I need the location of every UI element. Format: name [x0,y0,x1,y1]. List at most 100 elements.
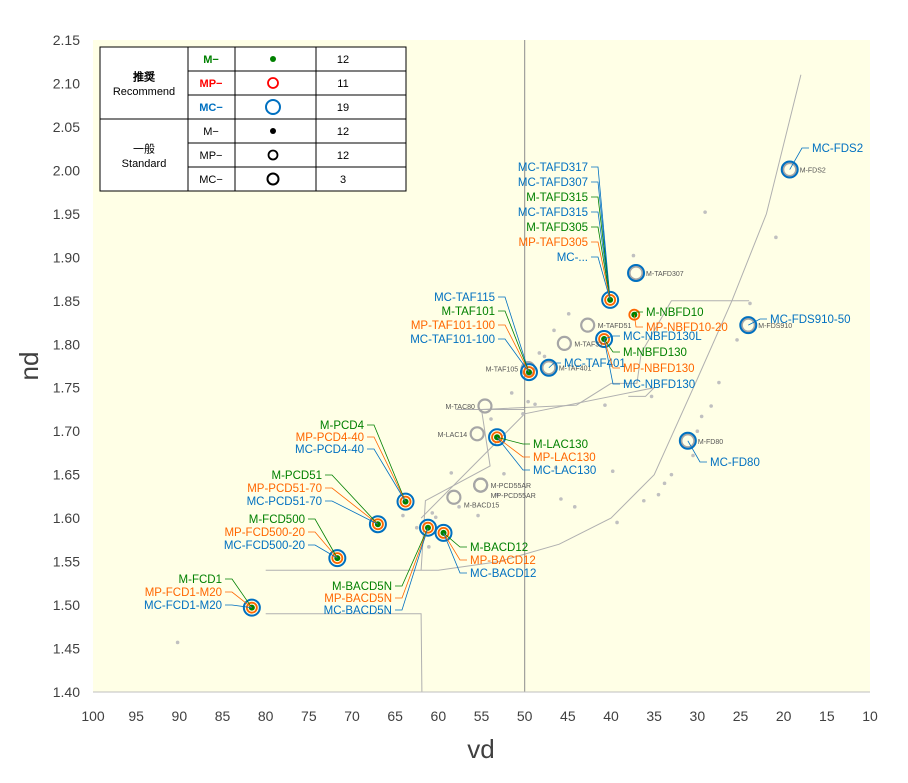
other-glass-point [521,412,525,416]
point-label: M-PCD51 [272,470,322,482]
point-label: MC-NBFD130L [623,331,702,343]
mc-point [678,431,697,450]
standard-point-label: M-TAFD51 [598,323,632,330]
mc-point [595,330,614,349]
label-leader-line [225,604,252,609]
other-glass-point [537,351,542,355]
mc-point [519,363,538,382]
mc-point [368,515,387,534]
label-leader-line [496,436,530,445]
standard-point [680,433,696,449]
point-label: MC-PCD4-40 [295,444,364,456]
other-glass-points [175,210,778,645]
label-leader-line [603,338,620,385]
point-label: MC-FD80 [710,457,760,469]
mp-point [628,308,641,321]
other-glass-point [649,394,654,399]
mc-point [627,263,646,282]
other-glass-point [489,417,493,421]
other-glass-point [572,505,577,509]
legend-count: 19 [337,102,349,114]
label-leader-line [443,532,467,561]
point-label: MC-TAFD307 [518,177,588,189]
mc-point [780,160,799,179]
x-tick-label: 50 [517,708,533,724]
x-tick-label: 100 [81,708,105,724]
point-label: MP-LAC130 [533,452,596,464]
legend: 推奨 Recommend M− 12 MP− 11 MC− 19 一般 Standard M− 12 M… [99,46,407,192]
standard-point [473,477,489,493]
other-glass-point [414,525,419,530]
point-label: MC-NBFD130 [623,379,695,391]
label-leader-line [687,440,707,463]
y-tick-label: 2.00 [53,162,80,178]
legend-marker [266,172,280,186]
y-tick-label: 1.50 [53,597,80,613]
legend-count: 12 [337,54,349,66]
point-label: M-FCD1 [179,574,222,586]
label-leader-line [225,591,253,608]
other-glass-point [699,414,704,419]
other-glass-point [401,513,405,518]
x-tick-label: 10 [862,708,878,724]
x-tick-label: 90 [172,708,188,724]
label-leader-line [591,241,611,301]
mp-point [604,294,617,306]
boundary-line [265,74,802,571]
boundary-line [420,300,750,571]
standard-point-label: M-TAFD307 [646,271,684,278]
other-glass-point [502,471,506,476]
mp-point [371,518,384,531]
legend-count: 3 [340,174,346,186]
label-leader-line [498,324,530,373]
point-label: MC-LAC130 [533,465,596,477]
point-label: MC-BACD5N [324,605,392,617]
point-label: MC-FCD500-20 [224,540,305,552]
label-leader-line [633,311,643,315]
legend-group-en: Recommend [113,86,175,98]
label-leader-line [498,338,530,373]
y-tick-label: 1.65 [53,467,80,483]
other-glass-point [457,505,461,509]
legend-count: 12 [337,126,349,138]
label-leader-line [308,518,338,559]
label-leader-line [633,314,643,328]
label-leader-line [325,500,379,525]
standard-point [446,489,462,505]
other-glass-point [603,403,607,407]
boundary-line [265,613,423,693]
point-label: M-TAF101 [442,306,495,318]
x-tick-label: 40 [603,708,619,724]
label-leader-line [591,196,611,300]
label-leader-line [498,310,530,373]
point-label: MP-TAFD305 [519,237,588,249]
label-leader-line [591,256,611,301]
point-label: MP-FCD500-20 [224,527,305,539]
standard-point [477,398,493,414]
y-tick-label: 1.45 [53,641,80,657]
x-tick-label: 15 [819,708,835,724]
x-tick-label: 85 [215,708,231,724]
label-leader-line [591,181,611,300]
point-labels: M-BACD15 M-PCD55AR MP-PCD55AR M-LAC14 M-TAC8… [144,143,863,617]
legend-marker [265,99,281,115]
other-glass-point [669,472,674,477]
standard-glass-points [446,161,798,505]
other-glass-point [449,471,454,475]
legend-count: 11 [337,78,348,90]
y-tick-label: 1.95 [53,206,80,222]
legend-series-name: MC− [199,102,223,114]
other-glass-point [509,391,514,395]
label-leader-line [308,531,338,559]
label-leader-line [591,166,611,300]
label-leader-line [395,527,429,599]
other-glass-point [615,520,619,525]
other-glass-point [566,312,571,316]
point-label: MP-PCD4-40 [296,432,364,444]
y-tick-label: 1.90 [53,249,80,265]
y-tick-label: 2.15 [53,32,80,48]
point-label: M-BACD5N [332,581,392,593]
point-label: MC-... [557,252,588,264]
other-glass-point [748,301,752,306]
